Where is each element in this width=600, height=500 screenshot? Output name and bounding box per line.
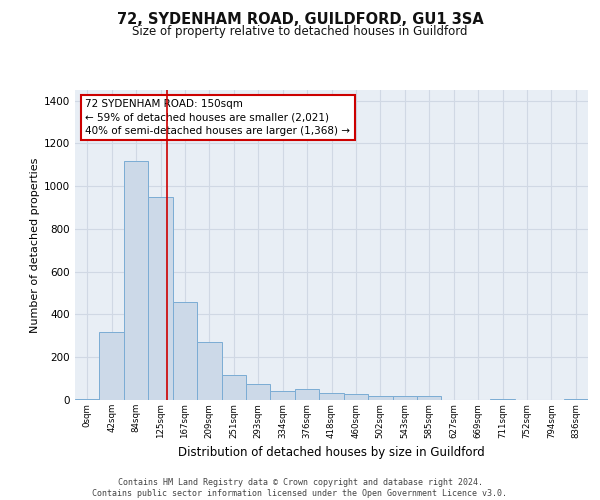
Bar: [246, 384, 271, 400]
Bar: [417, 396, 442, 400]
Bar: [100, 332, 124, 400]
Bar: [173, 302, 197, 400]
Bar: [197, 342, 221, 400]
Bar: [490, 399, 515, 400]
Y-axis label: Number of detached properties: Number of detached properties: [30, 158, 40, 332]
Bar: [319, 392, 344, 400]
Bar: [344, 394, 368, 400]
Bar: [392, 396, 417, 400]
Bar: [271, 392, 295, 400]
Bar: [124, 160, 148, 400]
Text: Contains HM Land Registry data © Crown copyright and database right 2024.
Contai: Contains HM Land Registry data © Crown c…: [92, 478, 508, 498]
Bar: [295, 390, 319, 400]
Bar: [148, 197, 173, 400]
Bar: [368, 396, 392, 400]
Text: 72 SYDENHAM ROAD: 150sqm
← 59% of detached houses are smaller (2,021)
40% of sem: 72 SYDENHAM ROAD: 150sqm ← 59% of detach…: [85, 100, 350, 136]
X-axis label: Distribution of detached houses by size in Guildford: Distribution of detached houses by size …: [178, 446, 485, 459]
Bar: [221, 376, 246, 400]
Text: 72, SYDENHAM ROAD, GUILDFORD, GU1 3SA: 72, SYDENHAM ROAD, GUILDFORD, GU1 3SA: [116, 12, 484, 28]
Text: Size of property relative to detached houses in Guildford: Size of property relative to detached ho…: [132, 25, 468, 38]
